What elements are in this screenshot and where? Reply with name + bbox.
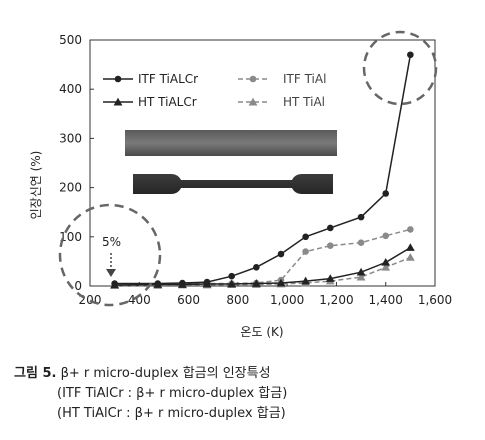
data-point-itf-tialcr xyxy=(154,280,162,287)
highlight-circles xyxy=(58,30,438,307)
legend-marker-itf-tial xyxy=(249,75,257,83)
figure-label: 그림 5. xyxy=(14,366,57,381)
data-point-itf-tial xyxy=(357,239,365,247)
legend-label-itf-tialcr: ITF TiALCr xyxy=(138,72,198,86)
figure-caption: 그림 5. β+ r micro-duplex 합금의 인장특성 (ITF Ti… xyxy=(14,364,474,424)
legend-marker-ht-tial xyxy=(248,97,258,106)
caption-line-3: (HT TiAlCr : β+ r micro-duplex 합금) xyxy=(57,406,286,421)
specimen-dogbone xyxy=(133,174,333,194)
data-point-itf-tial xyxy=(407,226,414,233)
annotation-arrow-head xyxy=(106,269,116,277)
five-percent-annotation: 5% xyxy=(102,235,121,277)
data-point-itf-tialcr xyxy=(326,224,334,232)
y-tick-label: 300 xyxy=(59,131,82,145)
caption-title-line: 그림 5. β+ r micro-duplex 합금의 인장특성 xyxy=(14,364,474,384)
legend: ITF TiALCr ITF TiAl HT TiALCr HT TiAl xyxy=(103,72,326,109)
series-line-ht-tialcr xyxy=(114,246,411,286)
data-point-ht-tialcr xyxy=(405,243,415,251)
y-tick-label: 100 xyxy=(59,230,82,244)
data-point-itf-tialcr xyxy=(382,190,390,197)
data-point-itf-tialcr xyxy=(407,51,414,59)
x-tick-label: 400 xyxy=(128,293,151,307)
y-tick-label: 0 xyxy=(74,279,82,293)
data-point-ht-tialcr xyxy=(325,274,335,282)
data-point-ht-tial xyxy=(381,262,391,271)
x-axis-label: 온도 (K) xyxy=(240,325,283,339)
annotation-label: 5% xyxy=(102,235,121,249)
legend-label-ht-tial: HT TiAl xyxy=(283,95,325,109)
y-tick-label: 500 xyxy=(59,33,82,47)
data-point-ht-tialcr xyxy=(381,257,391,266)
data-point-ht-tial xyxy=(356,272,366,281)
series-line-itf-tialcr xyxy=(114,54,412,285)
data-point-ht-tialcr xyxy=(276,278,286,287)
data-point-itf-tialcr xyxy=(111,280,118,287)
data-point-itf-tialcr xyxy=(357,213,365,221)
legend-marker-ht-tialcr xyxy=(113,97,123,106)
high-temp-highlight-circle xyxy=(362,30,438,106)
y-tick-label: 200 xyxy=(59,181,82,195)
data-point-itf-tialcr xyxy=(203,278,211,286)
x-tick-label: 800 xyxy=(226,293,249,307)
data-point-ht-tialcr xyxy=(227,279,237,288)
x-tick-label: 1,400 xyxy=(369,293,403,307)
y-tick-label: 400 xyxy=(59,82,82,96)
x-tick-label: 1,200 xyxy=(319,293,353,307)
elongation-chart: 200 400 600 800 1,000 1,200 1,400 1,60001002003… xyxy=(29,30,452,339)
data-point-ht-tial xyxy=(405,253,415,261)
x-tick-label: 1,000 xyxy=(270,293,304,307)
data-point-itf-tial xyxy=(382,232,390,240)
data-point-itf-tialcr xyxy=(253,264,260,271)
data-point-itf-tial xyxy=(302,248,309,255)
x-tick-label: 1,600 xyxy=(418,293,452,307)
legend-label-ht-tialcr: HT TiALCr xyxy=(138,95,197,109)
plot-frame xyxy=(89,39,436,287)
x-tick-label: 600 xyxy=(177,293,200,307)
caption-title: β+ r micro-duplex 합금의 인장특성 xyxy=(60,366,271,381)
legend-marker-itf-tialcr xyxy=(114,75,122,83)
data-point-ht-tialcr xyxy=(301,276,311,285)
y-axis-label: 인장신연 (%) xyxy=(29,151,43,220)
caption-line-2: (ITF TiAlCr : β+ r micro-duplex 합금) xyxy=(57,386,288,401)
low-temp-highlight-circle xyxy=(58,203,162,307)
series-line-itf-tial xyxy=(114,228,411,286)
legend-label-itf-tial: ITF TiAl xyxy=(283,72,326,86)
data-point-ht-tialcr xyxy=(251,279,261,287)
data-point-itf-tial xyxy=(326,242,334,249)
data-point-ht-tialcr xyxy=(356,267,366,276)
specimen-photo xyxy=(125,130,337,194)
data-point-itf-tialcr xyxy=(302,233,309,241)
specimen-bar xyxy=(125,130,337,156)
data-point-itf-tialcr xyxy=(228,272,235,280)
data-point-itf-tialcr xyxy=(179,279,186,287)
data-point-itf-tialcr xyxy=(277,250,285,258)
